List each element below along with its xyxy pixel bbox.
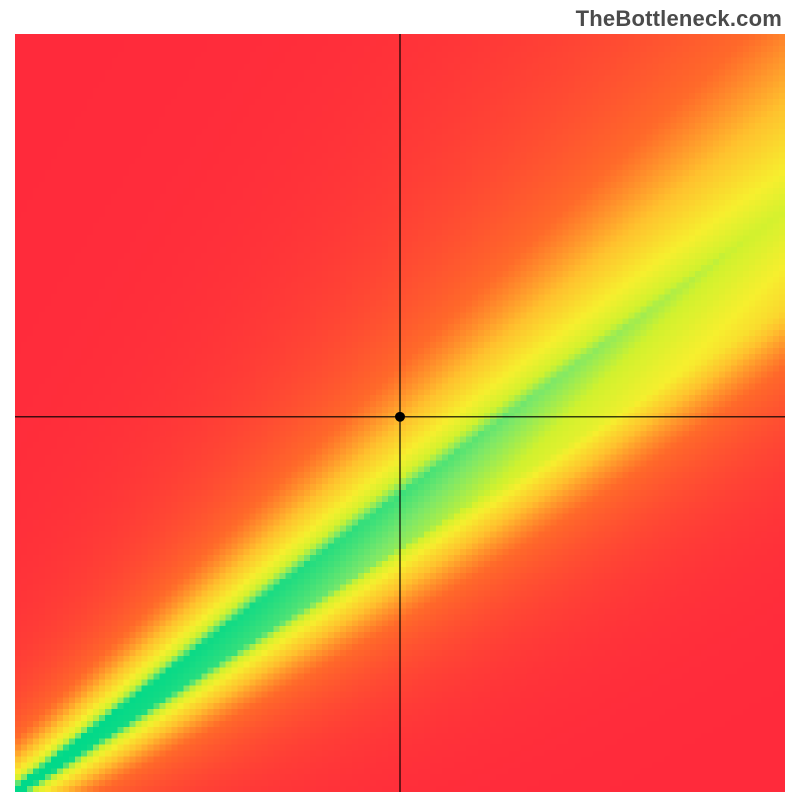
heatmap-canvas: [15, 34, 785, 792]
plot-area: [15, 34, 785, 792]
watermark-text: TheBottleneck.com: [576, 6, 782, 32]
